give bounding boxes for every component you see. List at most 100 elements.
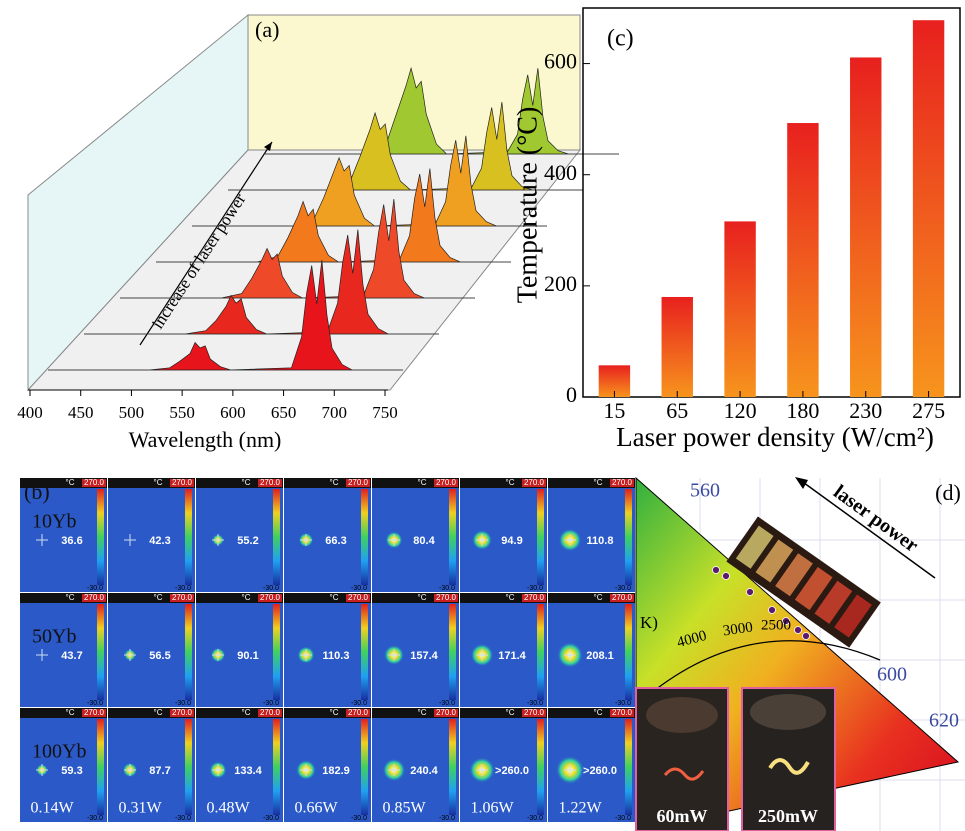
scale-max: 270.0	[348, 708, 369, 717]
x-tick-label: 550	[169, 403, 195, 422]
header-strip	[460, 708, 547, 718]
scale-min: -30.0	[615, 700, 631, 707]
y-tick-label: 400	[544, 160, 577, 185]
scale-min: -30.0	[351, 585, 367, 592]
x-tick-label: 230	[849, 398, 882, 423]
header-strip	[460, 593, 547, 603]
color-bar	[449, 489, 456, 585]
scale-max: 270.0	[172, 708, 193, 717]
scale-max: 270.0	[260, 593, 281, 602]
scale-min: -30.0	[263, 700, 279, 707]
arrow	[799, 479, 936, 579]
scale-max: 270.0	[84, 478, 105, 487]
color-bar	[537, 489, 544, 585]
scale-max-box	[522, 479, 546, 487]
row-label: 100Yb	[32, 741, 86, 763]
y-tick-label: 0	[566, 382, 577, 407]
reading: 66.3	[325, 535, 346, 547]
scale-max-box	[170, 709, 194, 717]
x-tick-label: 700	[322, 403, 348, 422]
reading: 110.8	[587, 535, 614, 547]
unit: °C	[154, 593, 163, 602]
crosshair	[388, 649, 400, 661]
cct-label: 2500	[761, 617, 791, 633]
scale-max: 270.0	[436, 478, 457, 487]
thermal-image	[20, 708, 107, 822]
unit: °C	[330, 478, 339, 487]
reading: 36.6	[61, 535, 82, 547]
crosshair	[564, 649, 576, 661]
power-label: 1.06W	[470, 800, 514, 817]
thermal-image	[284, 593, 371, 707]
photo-label: 250mW	[758, 806, 818, 826]
scale-max-box	[434, 709, 458, 717]
reading: 208.1	[586, 650, 614, 662]
unit: °C	[506, 478, 515, 487]
reading: 59.3	[61, 765, 82, 777]
header-strip	[460, 478, 547, 488]
reading: 171.4	[498, 650, 526, 662]
color-bar	[361, 719, 368, 815]
power-label: 0.31W	[118, 800, 162, 817]
thermal-image	[108, 593, 195, 707]
color-bar	[361, 489, 368, 585]
color-bar	[273, 719, 280, 815]
scale-min: -30.0	[175, 700, 191, 707]
crosshair	[124, 764, 136, 776]
crosshair	[476, 649, 488, 661]
scale-max: 270.0	[260, 708, 281, 717]
color-bar	[537, 719, 544, 815]
header-strip	[108, 708, 195, 718]
reading: 42.3	[149, 535, 170, 547]
scale-max: 270.0	[612, 708, 633, 717]
header-strip	[20, 478, 107, 488]
crosshair	[388, 764, 400, 776]
scale-max-box	[610, 594, 634, 602]
header-strip	[20, 593, 107, 603]
crosshair	[212, 764, 224, 776]
scale-min: -30.0	[87, 585, 103, 592]
photo-detail	[663, 767, 705, 781]
reading: 110.3	[323, 650, 350, 662]
reading: 182.9	[322, 765, 350, 777]
planck-locus	[654, 640, 881, 691]
header-strip	[196, 593, 283, 603]
scale-max-box	[82, 709, 106, 717]
scale-min: -30.0	[527, 815, 543, 822]
cct-label: 3000	[722, 619, 754, 639]
scale-max: 270.0	[172, 478, 193, 487]
scale-min: -30.0	[263, 815, 279, 822]
scale-max: 270.0	[348, 478, 369, 487]
reading: 87.7	[149, 765, 170, 777]
header-strip	[108, 478, 195, 488]
power-label: 0.14W	[30, 800, 74, 817]
x-tick-label: 750	[372, 403, 398, 422]
scale-max-box	[610, 479, 634, 487]
power-label: 0.85W	[382, 800, 426, 817]
photo-detail	[646, 697, 718, 733]
header-strip	[372, 593, 459, 603]
scale-max: 270.0	[260, 478, 281, 487]
color-points	[712, 566, 810, 640]
scale-max-box	[170, 594, 194, 602]
thermal-image	[20, 593, 107, 707]
arrow-head	[795, 477, 808, 489]
color-bar	[449, 604, 456, 700]
scale-max: 270.0	[612, 593, 633, 602]
reading: 240.4	[410, 765, 438, 777]
crosshair	[300, 534, 312, 546]
scale-max-box	[346, 594, 370, 602]
scale-max-box	[522, 709, 546, 717]
reading: >260.0	[583, 765, 617, 777]
x-axis-label: Wavelength (nm)	[129, 427, 282, 452]
scale-min: -30.0	[527, 700, 543, 707]
crosshair	[36, 649, 48, 661]
bar	[850, 57, 882, 398]
y-axis-label: Temperature (°C)	[512, 107, 543, 304]
color-bar	[185, 489, 192, 585]
scale-max: 270.0	[84, 708, 105, 717]
crosshair	[300, 764, 312, 776]
unit: °C	[242, 593, 251, 602]
bar	[661, 296, 693, 397]
scale-max-box	[258, 479, 282, 487]
